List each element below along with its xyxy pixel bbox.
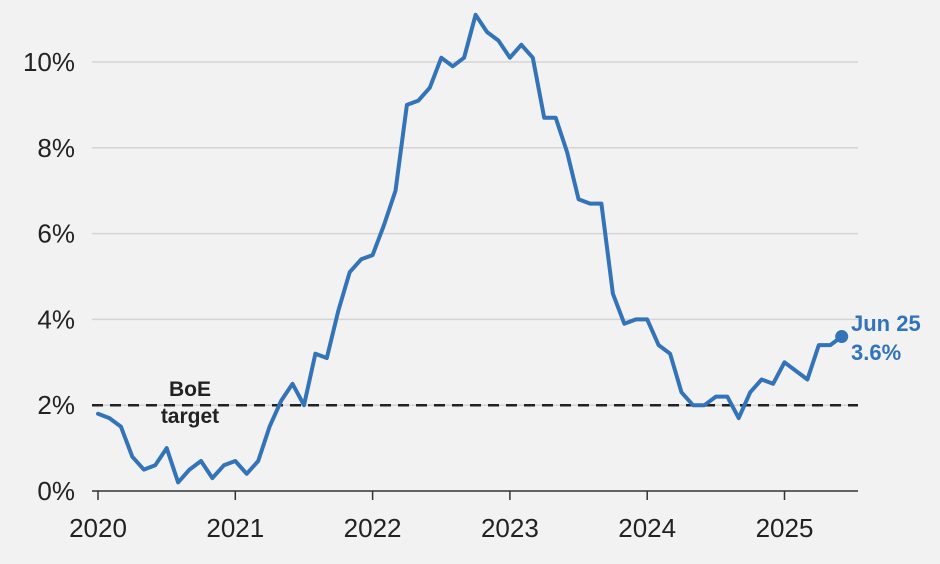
x-tick-label: 2022 <box>344 513 402 543</box>
end-label-date: Jun 25 <box>851 311 921 336</box>
y-tick-label: 0% <box>37 476 75 506</box>
y-tick-label: 10% <box>23 47 75 77</box>
y-tick-label: 8% <box>37 133 75 163</box>
end-point-marker <box>835 330 849 344</box>
x-tick-label: 2025 <box>756 513 814 543</box>
target-label-line1: BoE <box>169 378 211 401</box>
y-tick-label: 2% <box>37 390 75 420</box>
boe-target-reference: BoE target <box>92 378 858 428</box>
x-tick-label: 2024 <box>618 513 676 543</box>
series-group: Jun 25 3.6% <box>96 12 921 485</box>
y-tick-label: 4% <box>37 304 75 334</box>
gridlines <box>92 61 858 406</box>
x-tick-label: 2021 <box>206 513 264 543</box>
y-axis: 0% 2% 4% 6% 8% 10% <box>23 47 75 506</box>
series-line <box>96 12 844 485</box>
x-axis: 2020 2021 2022 2023 2024 2025 <box>69 490 858 543</box>
target-label-line2: target <box>161 405 219 428</box>
x-tick-label: 2023 <box>481 513 539 543</box>
end-label-value: 3.6% <box>851 340 901 365</box>
x-tick-label: 2020 <box>69 513 127 543</box>
y-tick-label: 6% <box>37 219 75 249</box>
